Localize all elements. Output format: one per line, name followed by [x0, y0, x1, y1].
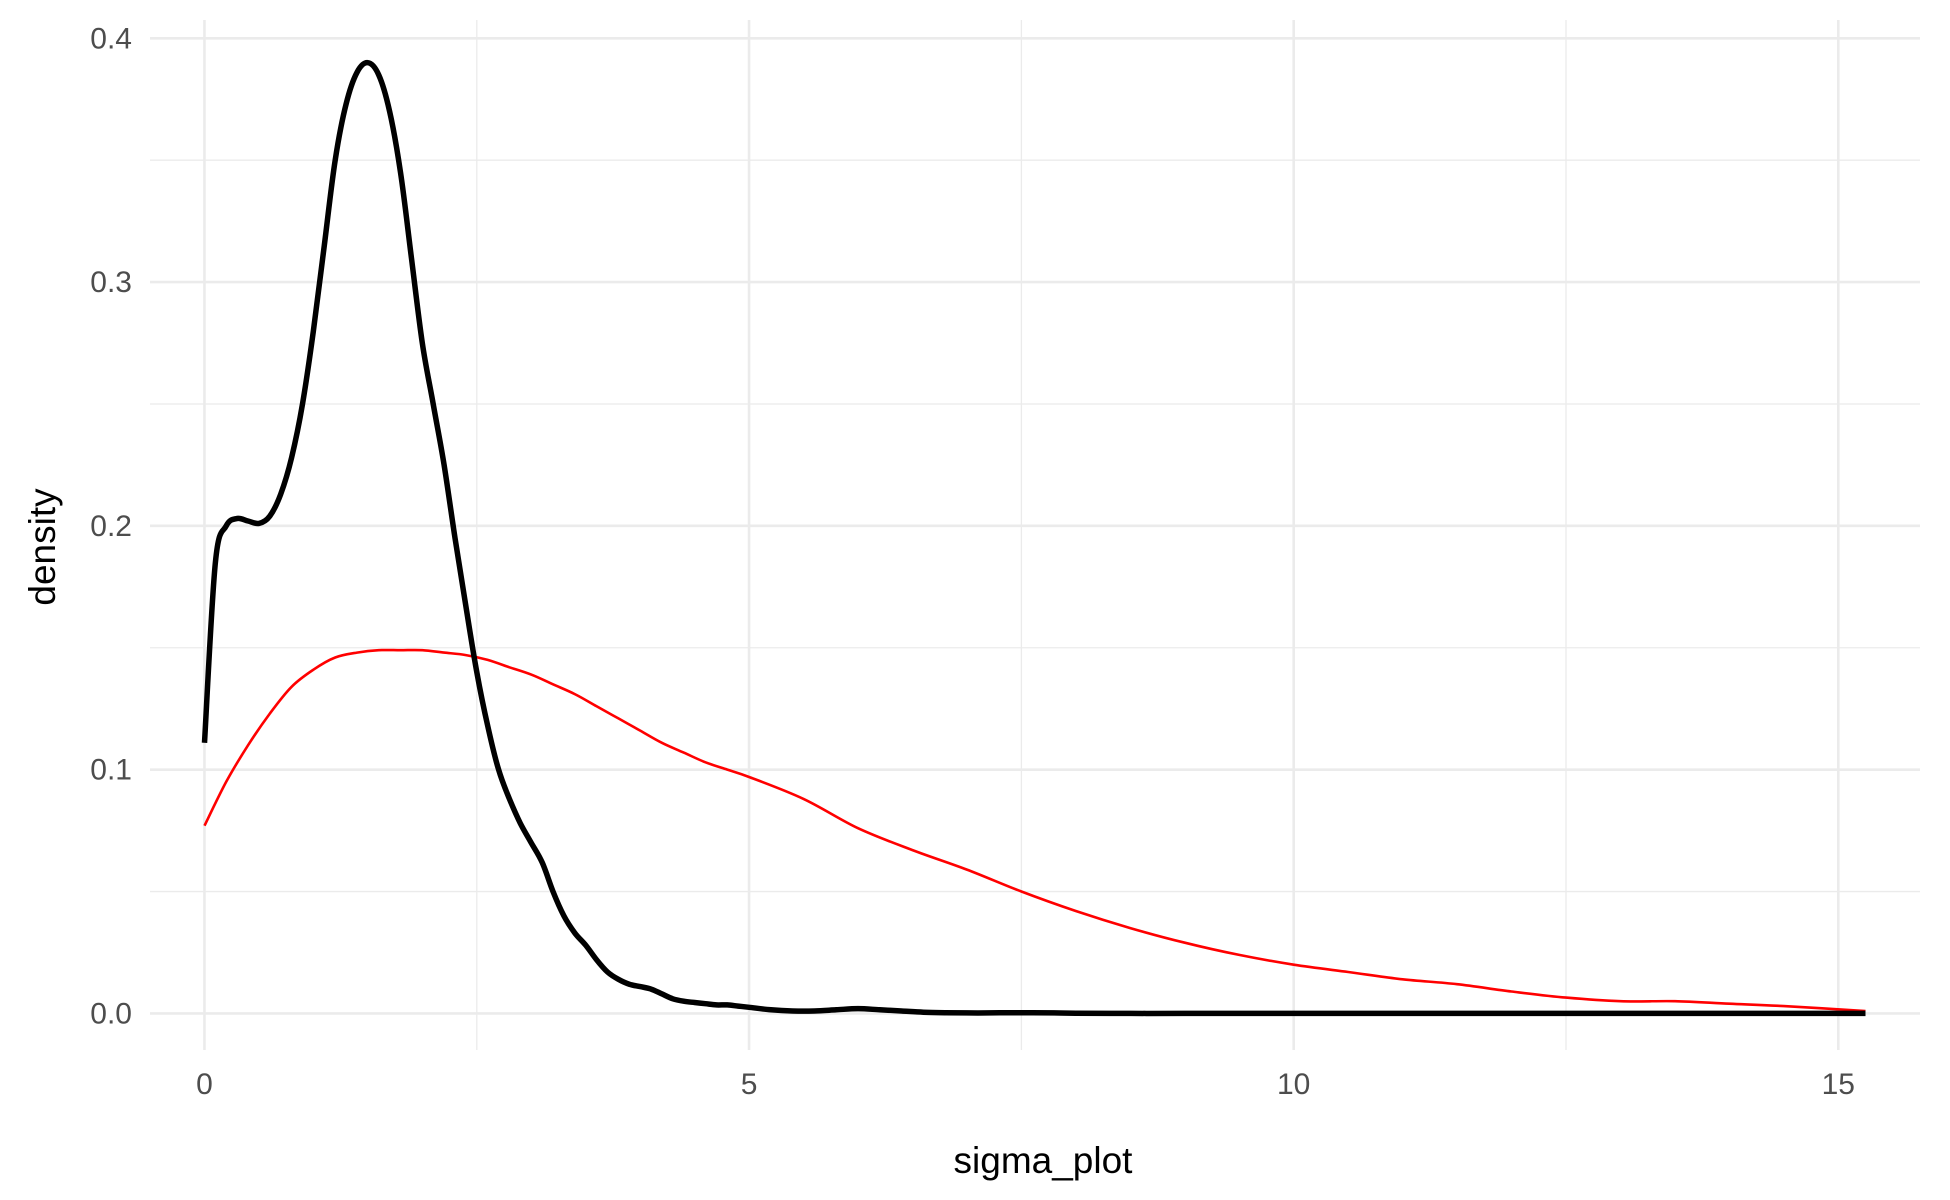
y-tick-label: 0.2 — [90, 510, 132, 543]
y-tick-label: 0.4 — [90, 22, 132, 55]
y-tick-label: 0.1 — [90, 754, 132, 787]
x-tick-label: 15 — [1822, 1068, 1855, 1101]
y-tick-label: 0.0 — [90, 997, 132, 1030]
grid — [150, 20, 1920, 1050]
x-axis-title: sigma_plot — [954, 1140, 1134, 1181]
x-tick-label: 0 — [196, 1068, 213, 1101]
tick-labels: 0 5 10 15 0.0 0.1 0.2 0.3 0.4 — [90, 22, 1855, 1101]
density-line-black — [201, 59, 1866, 1017]
x-tick-label: 5 — [741, 1068, 758, 1101]
series-lines — [201, 59, 1866, 1017]
y-tick-label: 0.3 — [90, 266, 132, 299]
density-line-red — [203, 648, 1866, 1013]
x-tick-label: 10 — [1277, 1068, 1310, 1101]
y-axis-title: density — [22, 488, 63, 606]
